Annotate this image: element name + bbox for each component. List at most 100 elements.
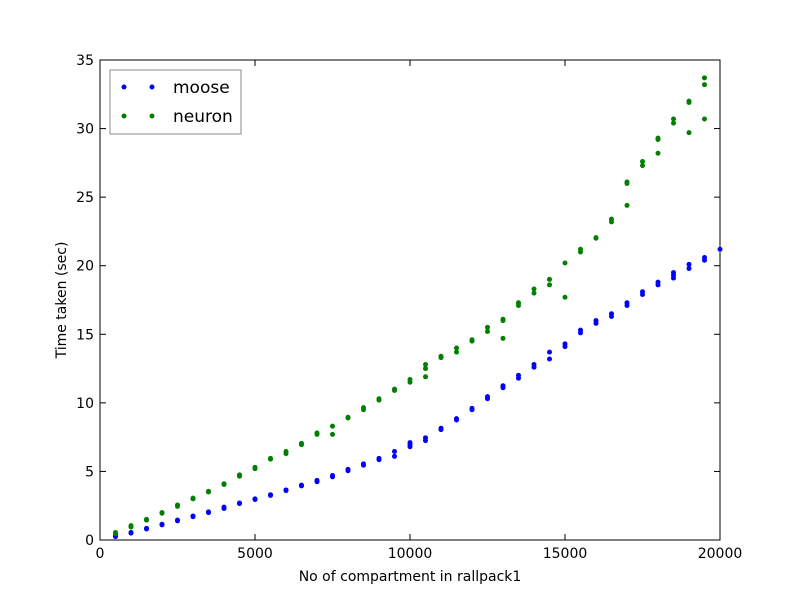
- neuron-point: [686, 98, 692, 104]
- neuron-point: [500, 316, 506, 322]
- moose-point: [469, 405, 475, 411]
- neuron-point: [221, 481, 227, 487]
- moose-point: [516, 372, 521, 378]
- moose-point: [345, 466, 351, 472]
- neuron-point: [547, 282, 552, 288]
- moose-point: [392, 453, 397, 459]
- moose-point: [438, 425, 444, 431]
- moose-point: [144, 525, 149, 531]
- moose-point: [128, 529, 134, 535]
- moose-point: [500, 383, 506, 389]
- neuron-point: [252, 464, 258, 470]
- neuron-point: [624, 179, 630, 185]
- neuron-point: [361, 405, 366, 411]
- y-tick-label: 30: [76, 122, 94, 138]
- moose-point: [299, 482, 304, 488]
- neuron-point: [392, 386, 397, 392]
- legend: moose neuron: [109, 69, 242, 135]
- plot-area: [99, 59, 721, 541]
- moose-point: [686, 261, 692, 267]
- moose-point: [330, 473, 335, 479]
- x-axis-label: No of compartment in rallpack1: [299, 569, 522, 585]
- moose-point: [175, 517, 180, 523]
- moose-point: [268, 492, 273, 498]
- moose-point: [485, 394, 490, 400]
- neuron-point: [407, 377, 413, 383]
- neuron-point: [609, 216, 614, 222]
- neuron-point: [640, 163, 645, 169]
- neuron-point: [237, 472, 242, 478]
- neuron-point: [423, 374, 428, 380]
- neuron-point: [469, 337, 475, 343]
- neuron-point: [268, 455, 273, 461]
- moose-point: [252, 496, 258, 502]
- neuron-point: [206, 488, 211, 494]
- neuron-point: [330, 431, 335, 437]
- x-tick-label: 0: [96, 546, 105, 562]
- neuron-point: [562, 260, 568, 266]
- legend-marker-neuron-2: [149, 113, 155, 119]
- moose-point: [624, 300, 630, 306]
- moose-point: [237, 500, 242, 506]
- data-points: [113, 75, 723, 540]
- y-tick-label: 5: [85, 464, 94, 480]
- neuron-point: [454, 345, 459, 351]
- moose-point: [547, 356, 552, 362]
- neuron-point: [299, 440, 304, 446]
- moose-point: [655, 279, 661, 285]
- y-tick-label: 15: [76, 327, 94, 343]
- neuron-point: [113, 529, 118, 535]
- moose-point: [376, 455, 382, 461]
- neuron-point: [190, 495, 196, 501]
- legend-marker-moose-2: [149, 84, 155, 90]
- neuron-point: [283, 449, 289, 455]
- neuron-point: [345, 414, 351, 420]
- y-tick-label: 35: [76, 53, 94, 69]
- neuron-point: [671, 116, 676, 122]
- neuron-point: [175, 502, 180, 508]
- neuron-point: [624, 202, 630, 208]
- legend-box: [109, 69, 242, 135]
- moose-point: [609, 311, 614, 317]
- y-axis-label: Time taken (sec): [54, 242, 70, 360]
- x-tick-label: 15000: [543, 546, 588, 562]
- moose-point: [221, 504, 227, 510]
- neuron-point: [671, 120, 676, 126]
- neuron-point: [516, 300, 521, 306]
- neuron-point: [438, 353, 444, 359]
- moose-point: [702, 254, 707, 260]
- moose-point: [547, 349, 552, 355]
- x-tick-label: 10000: [388, 546, 433, 562]
- legend-marker-neuron-1: [121, 113, 127, 119]
- moose-point: [190, 513, 196, 519]
- neuron-point: [593, 235, 599, 241]
- x-tick-label: 20000: [698, 546, 743, 562]
- neuron-point: [702, 82, 707, 88]
- legend-label-neuron: neuron: [173, 107, 233, 127]
- neuron-point: [159, 510, 165, 516]
- moose-point: [593, 318, 599, 324]
- moose-point: [361, 461, 366, 467]
- neuron-point: [531, 286, 537, 292]
- x-tick-label: 5000: [237, 546, 273, 562]
- neuron-point: [655, 135, 661, 141]
- moose-point: [717, 246, 723, 252]
- legend-label-moose: moose: [173, 78, 230, 98]
- neuron-point: [562, 294, 568, 300]
- moose-point: [562, 341, 568, 347]
- neuron-point: [547, 276, 552, 282]
- neuron-point: [500, 335, 506, 341]
- moose-point: [686, 265, 692, 271]
- neuron-point: [485, 329, 490, 335]
- moose-point: [531, 361, 537, 367]
- moose-point: [392, 449, 397, 455]
- neuron-point: [376, 396, 382, 402]
- neuron-point: [423, 361, 428, 367]
- neuron-point: [423, 366, 428, 372]
- y-tick-label: 10: [76, 396, 94, 412]
- neuron-point: [686, 130, 692, 136]
- moose-point: [283, 487, 289, 493]
- moose-point: [671, 270, 676, 276]
- neuron-point: [454, 349, 459, 355]
